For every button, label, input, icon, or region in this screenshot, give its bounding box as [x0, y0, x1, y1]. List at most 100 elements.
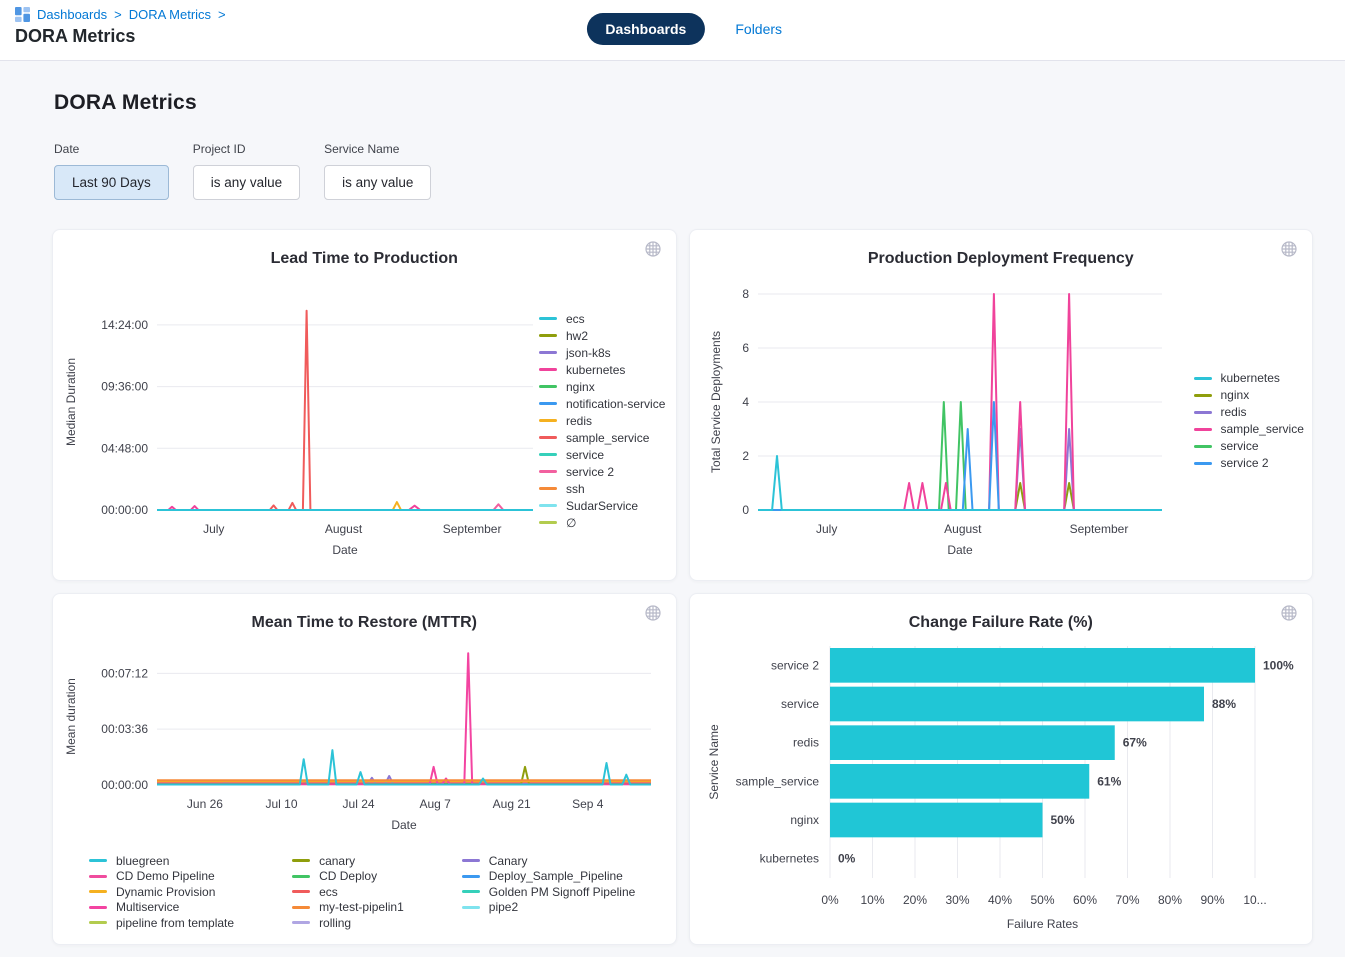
svg-text:redis: redis	[792, 736, 818, 750]
chart-card-lead-time: Lead Time to Production 00:00:00 04:48:00…	[52, 229, 677, 581]
legend-swatch	[539, 436, 557, 439]
svg-text:Total Service Deployments: Total Service Deployments	[709, 331, 723, 473]
svg-text:00:00:00: 00:00:00	[101, 503, 148, 517]
legend-item-hw2[interactable]: hw2	[539, 327, 665, 344]
card-head: Lead Time to Production	[53, 230, 676, 268]
header-tabs: Dashboards Folders	[586, 13, 782, 45]
filter-service-name-value-button[interactable]: is any value	[324, 165, 431, 200]
explore-globe-icon[interactable]	[644, 604, 662, 622]
legend-item-rolling[interactable]: rolling	[292, 915, 404, 931]
svg-text:Date: Date	[332, 543, 358, 557]
breadcrumb-link-dora-metrics[interactable]: DORA Metrics	[129, 7, 211, 22]
legend-label: kubernetes	[566, 363, 625, 377]
legend-item-service 2[interactable]: service 2	[539, 463, 665, 480]
charts-grid: Lead Time to Production 00:00:00 04:48:00…	[52, 229, 1313, 945]
legend-label: hw2	[566, 329, 588, 343]
explore-globe-icon[interactable]	[644, 240, 662, 258]
legend-item-ecs[interactable]: ecs	[292, 884, 404, 900]
svg-text:July: July	[203, 522, 224, 536]
legend-item-service[interactable]: service	[1194, 438, 1304, 455]
legend-label: service 2	[566, 465, 614, 479]
legend-swatch	[1194, 445, 1212, 448]
legend-item-pipe2[interactable]: pipe2	[462, 900, 636, 916]
tab-folders[interactable]: Folders	[735, 21, 782, 37]
svg-text:Median Duration: Median Duration	[64, 358, 78, 446]
legend-item-ecs[interactable]: ecs	[539, 310, 665, 327]
chart-card-deploy-frequency: Production Deployment Frequency 02468Jul…	[689, 229, 1314, 581]
svg-text:09:36:00: 09:36:00	[101, 380, 148, 394]
legend-item-kubernetes[interactable]: kubernetes	[1194, 370, 1304, 387]
legend-item-redis[interactable]: redis	[539, 412, 665, 429]
svg-text:2: 2	[742, 449, 749, 463]
legend-swatch	[89, 890, 107, 893]
svg-text:September: September	[443, 522, 502, 536]
legend-item-sample_service[interactable]: sample_service	[539, 429, 665, 446]
svg-text:04:48:00: 04:48:00	[101, 441, 148, 455]
legend-item-service[interactable]: service	[539, 446, 665, 463]
breadcrumb-link-dashboards[interactable]: Dashboards	[37, 7, 107, 22]
legend-swatch	[1194, 462, 1212, 465]
legend-item-Dynamic Provision[interactable]: Dynamic Provision	[89, 884, 234, 900]
filter-project-id-value-button[interactable]: is any value	[193, 165, 300, 200]
legend-swatch	[539, 317, 557, 320]
legend-item-service 2[interactable]: service 2	[1194, 455, 1304, 472]
svg-text:Jul 10: Jul 10	[265, 797, 297, 811]
series-sample_service	[157, 311, 533, 510]
legend-item-pipeline from template[interactable]: pipeline from template	[89, 915, 234, 931]
legend-label: ecs	[319, 885, 338, 899]
legend-swatch	[462, 890, 480, 893]
svg-text:August: August	[325, 522, 363, 536]
svg-text:70%: 70%	[1115, 893, 1139, 907]
svg-text:50%: 50%	[1030, 893, 1054, 907]
legend-label: pipe2	[489, 900, 518, 914]
tab-dashboards[interactable]: Dashboards	[586, 13, 705, 45]
legend-item-CD Demo Pipeline[interactable]: CD Demo Pipeline	[89, 869, 234, 885]
legend-item-Canary[interactable]: Canary	[462, 853, 636, 869]
legend-item-∅[interactable]: ∅	[539, 514, 665, 531]
legend-swatch	[539, 521, 557, 524]
breadcrumb-separator: >	[114, 7, 122, 22]
legend-item-canary[interactable]: canary	[292, 853, 404, 869]
svg-text:September: September	[1069, 522, 1128, 536]
legend-item-my-test-pipelin1[interactable]: my-test-pipelin1	[292, 900, 404, 916]
legend-label: nginx	[1221, 388, 1250, 402]
svg-text:Aug 21: Aug 21	[493, 797, 531, 811]
legend-item-Multiservice[interactable]: Multiservice	[89, 900, 234, 916]
explore-globe-icon[interactable]	[1280, 604, 1298, 622]
bar-service	[830, 687, 1204, 722]
svg-text:Date: Date	[947, 543, 973, 557]
legend-item-Deploy_Sample_Pipeline[interactable]: Deploy_Sample_Pipeline	[462, 869, 636, 885]
legend-label: service	[1221, 439, 1259, 453]
svg-text:8: 8	[742, 287, 749, 301]
legend-label: kubernetes	[1221, 371, 1280, 385]
chart-row: 00:00:0004:48:0009:36:0014:24:00JulyAugu…	[53, 268, 676, 573]
legend-item-notification-service[interactable]: notification-service	[539, 395, 665, 412]
filter-service-name: Service Name is any value	[324, 142, 431, 200]
legend-swatch	[292, 890, 310, 893]
legend-label: sample_service	[566, 431, 649, 445]
legend-item-nginx[interactable]: nginx	[539, 378, 665, 395]
legend-label: canary	[319, 854, 355, 868]
svg-text:service 2: service 2	[770, 658, 818, 672]
legend-swatch	[539, 487, 557, 490]
legend-item-SudarService[interactable]: SudarService	[539, 497, 665, 514]
legend-item-ssh[interactable]: ssh	[539, 480, 665, 497]
legend-item-bluegreen[interactable]: bluegreen	[89, 853, 234, 869]
lead-time-legend: ecs hw2json-k8s kubernetesnginx notificatio…	[539, 310, 665, 531]
legend-item-redis[interactable]: redis	[1194, 404, 1304, 421]
legend-item-CD Deploy[interactable]: CD Deploy	[292, 869, 404, 885]
legend-label: SudarService	[566, 499, 638, 513]
legend-label: notification-service	[566, 397, 665, 411]
svg-text:67%: 67%	[1122, 736, 1146, 750]
legend-swatch	[539, 504, 557, 507]
chart-row: 00:00:0000:03:3600:07:12Jun 26Jul 10Jul …	[53, 632, 676, 844]
card-head: Change Failure Rate (%)	[690, 594, 1313, 632]
filter-date-label: Date	[54, 142, 169, 156]
legend-item-json-k8s[interactable]: json-k8s	[539, 344, 665, 361]
legend-item-Golden PM Signoff Pipeline[interactable]: Golden PM Signoff Pipeline	[462, 884, 636, 900]
legend-item-nginx[interactable]: nginx	[1194, 387, 1304, 404]
explore-globe-icon[interactable]	[1280, 240, 1298, 258]
filter-date-value-button[interactable]: Last 90 Days	[54, 165, 169, 200]
legend-item-sample_service[interactable]: sample_service	[1194, 421, 1304, 438]
legend-item-kubernetes[interactable]: kubernetes	[539, 361, 665, 378]
